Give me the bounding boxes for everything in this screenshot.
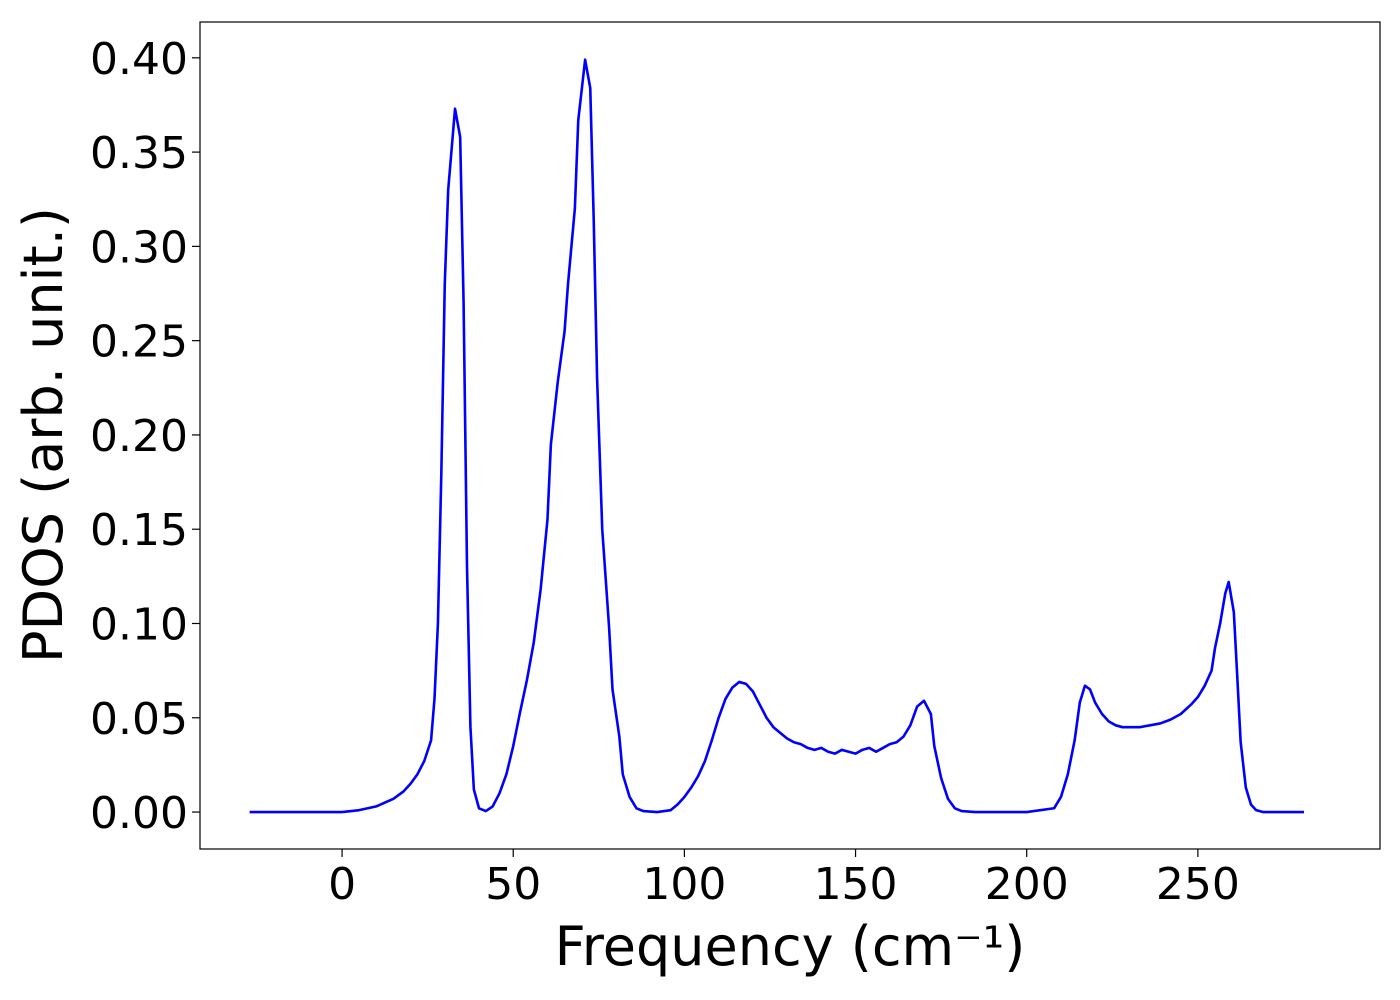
x-tick-label: 250: [1156, 859, 1240, 910]
x-axis-label: Frequency (cm⁻¹): [555, 915, 1026, 978]
data-line: [249, 58, 1304, 814]
x-tick-label: 100: [642, 859, 726, 910]
y-tick-label: 0.35: [90, 128, 188, 179]
x-tick-label: 150: [814, 859, 898, 910]
y-tick-label: 0.15: [90, 505, 188, 556]
plot-frame: [199, 21, 1381, 850]
y-tick-label: 0.20: [90, 411, 188, 462]
y-tick-label: 0.10: [90, 599, 188, 650]
y-tick-label: 0.25: [90, 317, 188, 368]
x-tick-label: 50: [485, 859, 541, 910]
y-tick-label: 0.40: [90, 34, 188, 85]
x-tick-label: 0: [328, 859, 356, 910]
y-tick-label: 0.30: [90, 222, 188, 273]
y-tick-label: 0.05: [90, 694, 188, 745]
y-axis-label: PDOS (arb. unit.): [12, 207, 75, 663]
x-tick-label: 200: [985, 859, 1069, 910]
y-tick-label: 0.00: [90, 788, 188, 839]
